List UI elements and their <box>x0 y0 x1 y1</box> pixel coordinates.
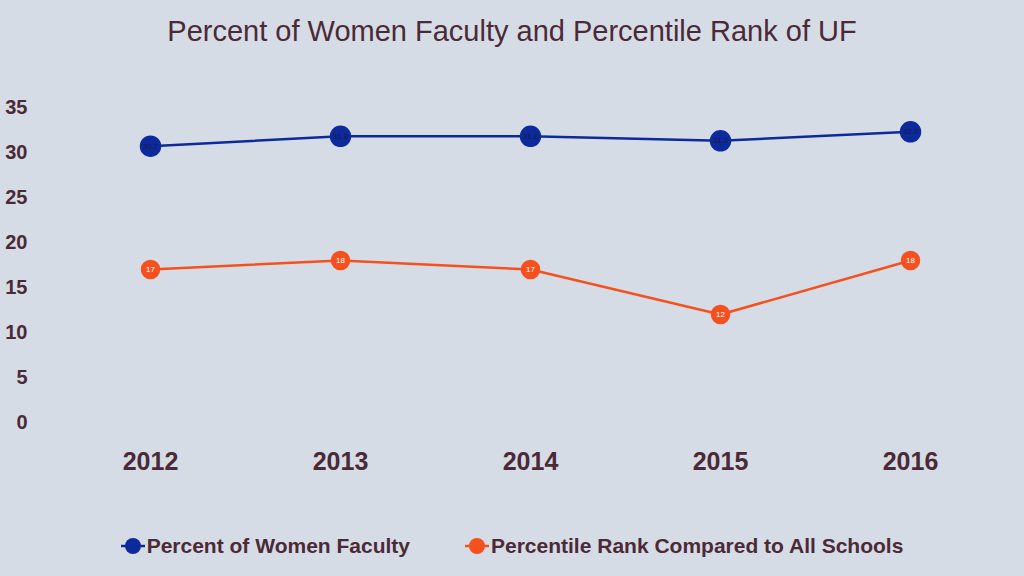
svg-text:15: 15 <box>5 276 27 298</box>
svg-text:31.8: 31.8 <box>333 132 349 141</box>
svg-text:12: 12 <box>716 310 725 319</box>
svg-text:30.7: 30.7 <box>143 142 159 151</box>
svg-text:17: 17 <box>146 265 155 274</box>
html-text:Percent of Women Faculty: Percent of Women Faculty <box>146 533 410 557</box>
svg-text:18: 18 <box>336 256 345 265</box>
svg-text:30: 30 <box>5 141 27 163</box>
svg-text:2016: 2016 <box>883 447 939 475</box>
svg-text:10: 10 <box>5 321 27 343</box>
svg-text:20: 20 <box>5 231 27 253</box>
svg-text:32.3: 32.3 <box>903 127 919 136</box>
svg-text:25: 25 <box>5 186 27 208</box>
svg-text:17: 17 <box>526 265 535 274</box>
svg-text:2012: 2012 <box>123 447 179 475</box>
svg-text:18: 18 <box>906 256 915 265</box>
svg-text:2014: 2014 <box>503 447 559 475</box>
html-text:Percentile Rank Compared to Al: Percentile Rank Compared to All Schools <box>491 533 904 557</box>
svg-text:31.8: 31.8 <box>523 132 539 141</box>
svg-text:0: 0 <box>16 411 27 433</box>
svg-text:2015: 2015 <box>693 447 749 475</box>
html-text:Percent of Women Faculty and P: Percent of Women Faculty and Percentile … <box>167 15 857 47</box>
svg-text:2013: 2013 <box>313 447 369 475</box>
svg-text:5: 5 <box>16 366 27 388</box>
svg-text:35: 35 <box>5 96 27 118</box>
svg-text:31.3: 31.3 <box>713 136 729 145</box>
